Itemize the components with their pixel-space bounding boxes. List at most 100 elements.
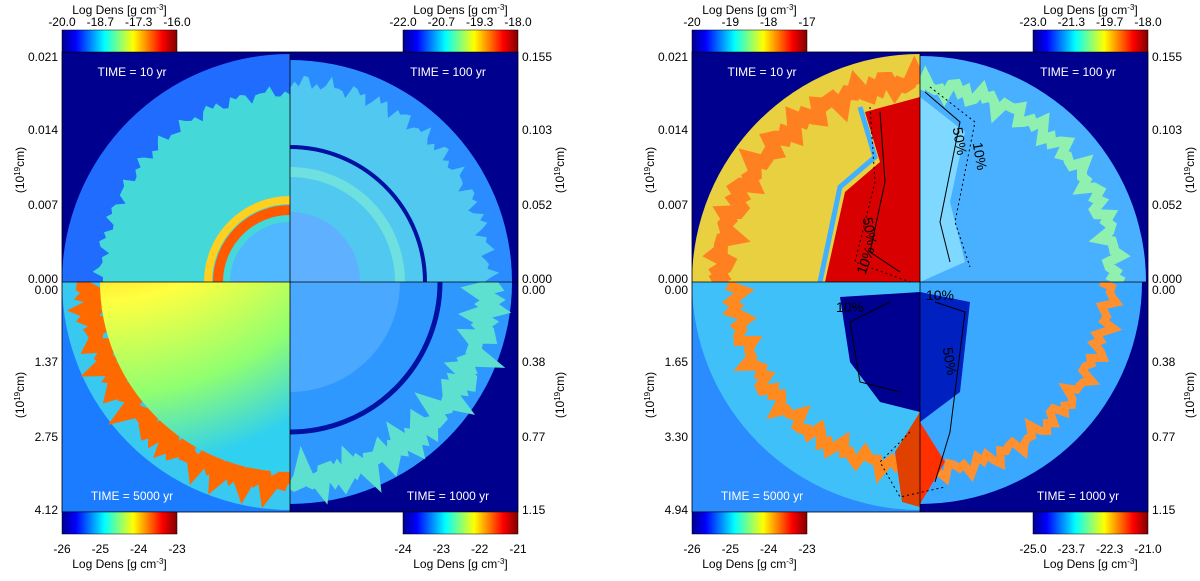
y-tick-label: 0.155 bbox=[522, 50, 552, 64]
y-tick-label: 0.000 bbox=[1152, 272, 1182, 286]
colorbar-title-text: Log Dens [g cm bbox=[702, 3, 786, 17]
colorbar-title-text: Log Dens [g cm bbox=[1043, 557, 1127, 571]
y-axis-label-exp: 19 bbox=[1183, 166, 1192, 175]
colorbar-title-text: Log Dens [g cm bbox=[1043, 3, 1127, 17]
colorbar-tick-label: -25 bbox=[92, 542, 110, 556]
y-tick-label: 0.38 bbox=[522, 355, 546, 369]
colorbar-tick-label: -20 bbox=[683, 15, 701, 29]
colorbar-gradient bbox=[691, 511, 808, 535]
y-tick-label: 1.15 bbox=[522, 503, 546, 517]
y-axis-label-text: (10 bbox=[13, 175, 27, 193]
colorbar-tick-label: -22 bbox=[471, 542, 489, 556]
y-tick-label: 0.007 bbox=[658, 198, 688, 212]
y-axis-label-text: (10 bbox=[643, 400, 657, 418]
y-tick-label: 0.014 bbox=[28, 123, 58, 137]
colorbar-tick-label: -18.0 bbox=[504, 15, 532, 29]
y-tick-label: 2.75 bbox=[35, 430, 59, 444]
y-axis-label-exp: 19 bbox=[643, 391, 652, 400]
y-axis-label-suffix: cm) bbox=[1183, 372, 1197, 392]
y-axis-label-suffix: cm) bbox=[643, 372, 657, 392]
time-label: TIME = 5000 yr bbox=[91, 489, 173, 503]
colorbar-title-suffix: ] bbox=[1134, 557, 1137, 571]
colorbar-tick-label: -22.3 bbox=[1096, 542, 1124, 556]
colorbar-tick-label: -23 bbox=[168, 542, 186, 556]
jet-lobe bbox=[920, 97, 965, 282]
colorbar-title-suffix: ] bbox=[1134, 3, 1137, 17]
colorbar-tick-label: -25 bbox=[722, 542, 740, 556]
core bbox=[230, 222, 290, 282]
ejecta-ring bbox=[702, 55, 920, 282]
ejecta-ring bbox=[290, 282, 512, 505]
colorbar-title-exp: -3 bbox=[497, 3, 505, 12]
colorbar-tick-label: -23 bbox=[433, 542, 451, 556]
time-label: TIME = 5000 yr bbox=[721, 489, 803, 503]
y-axis-label: (1019cm) bbox=[553, 147, 568, 193]
colorbar-title-suffix: ] bbox=[793, 557, 796, 571]
colorbar-tick-label: -22.0 bbox=[389, 15, 417, 29]
colorbar-title-suffix: ] bbox=[793, 3, 796, 17]
y-tick-label: 0.103 bbox=[522, 123, 552, 137]
y-axis-label-exp: 19 bbox=[553, 391, 562, 400]
colorbar-tick-label: -20.7 bbox=[428, 15, 456, 29]
colorbar-title-exp: -3 bbox=[497, 557, 505, 566]
colorbar-tick-label: -18 bbox=[760, 15, 778, 29]
colorbar-title-text: Log Dens [g cm bbox=[72, 557, 156, 571]
time-label: TIME = 1000 yr bbox=[407, 489, 489, 503]
colorbar-title-suffix: ] bbox=[163, 3, 166, 17]
y-tick-label: 0.155 bbox=[1152, 50, 1182, 64]
core bbox=[290, 282, 400, 392]
y-axis-label-text: (10 bbox=[1183, 175, 1197, 193]
y-axis-label: (1019cm) bbox=[13, 372, 28, 418]
quadrant-top-left bbox=[62, 52, 290, 282]
colorbar-title-text: Log Dens [g cm bbox=[413, 557, 497, 571]
quadrant-top-left bbox=[692, 52, 920, 282]
cavity bbox=[920, 292, 970, 422]
contour-50 bbox=[924, 91, 961, 263]
shell bbox=[920, 282, 1142, 504]
jet-lobe bbox=[825, 97, 920, 282]
y-axis-label-suffix: cm) bbox=[553, 372, 567, 392]
colorbar-tick-label: -26 bbox=[683, 542, 701, 556]
colorbar-title-suffix: ] bbox=[163, 557, 166, 571]
quadrant-bottom-right bbox=[290, 282, 518, 512]
colorbar-title-suffix: ] bbox=[504, 3, 507, 17]
contour-label: 10% bbox=[836, 299, 864, 315]
y-axis-label-text: (10 bbox=[553, 175, 567, 193]
colorbar-title-text: Log Dens [g cm bbox=[413, 3, 497, 17]
colorbar-title-suffix: ] bbox=[504, 557, 507, 571]
colorbar-gradient bbox=[61, 511, 178, 535]
y-tick-label: 0.021 bbox=[28, 50, 58, 64]
y-tick-label: 0.052 bbox=[1152, 198, 1182, 212]
y-tick-label: 0.38 bbox=[1152, 355, 1176, 369]
colorbar-gradient bbox=[1032, 511, 1149, 535]
colorbar-tick-label: -23 bbox=[798, 542, 816, 556]
time-label: TIME = 10 yr bbox=[97, 65, 166, 79]
colorbar-title-exp: -3 bbox=[786, 3, 794, 12]
core bbox=[290, 212, 360, 282]
quadrant-bottom-right bbox=[920, 282, 1148, 512]
colorbar-gradient bbox=[1032, 29, 1149, 53]
y-tick-label: 1.65 bbox=[665, 355, 689, 369]
y-tick-label: 0.052 bbox=[522, 198, 552, 212]
contour-label: 50% bbox=[860, 216, 881, 246]
y-tick-label: 0.00 bbox=[665, 283, 689, 297]
y-axis-label-suffix: cm) bbox=[13, 147, 27, 167]
y-tick-label: 0.000 bbox=[658, 272, 688, 286]
colorbar-tick-label: -17 bbox=[798, 15, 816, 29]
quadrant-bottom-left bbox=[692, 282, 920, 512]
quadrant-top-right bbox=[920, 52, 1148, 282]
y-axis-label-text: (10 bbox=[13, 400, 27, 418]
panel-1: TIME = 10 yr TIME = 100 yr TIME = 5000 yr T… bbox=[13, 3, 568, 572]
y-axis-label-exp: 19 bbox=[13, 391, 22, 400]
colorbar-tick-label: -23.0 bbox=[1019, 15, 1047, 29]
colorbar-tick-label: -17.3 bbox=[125, 15, 153, 29]
colorbar-title-exp: -3 bbox=[1127, 3, 1135, 12]
contours bbox=[849, 86, 976, 498]
core bbox=[100, 282, 290, 472]
y-axis-label-text: (10 bbox=[1183, 400, 1197, 418]
